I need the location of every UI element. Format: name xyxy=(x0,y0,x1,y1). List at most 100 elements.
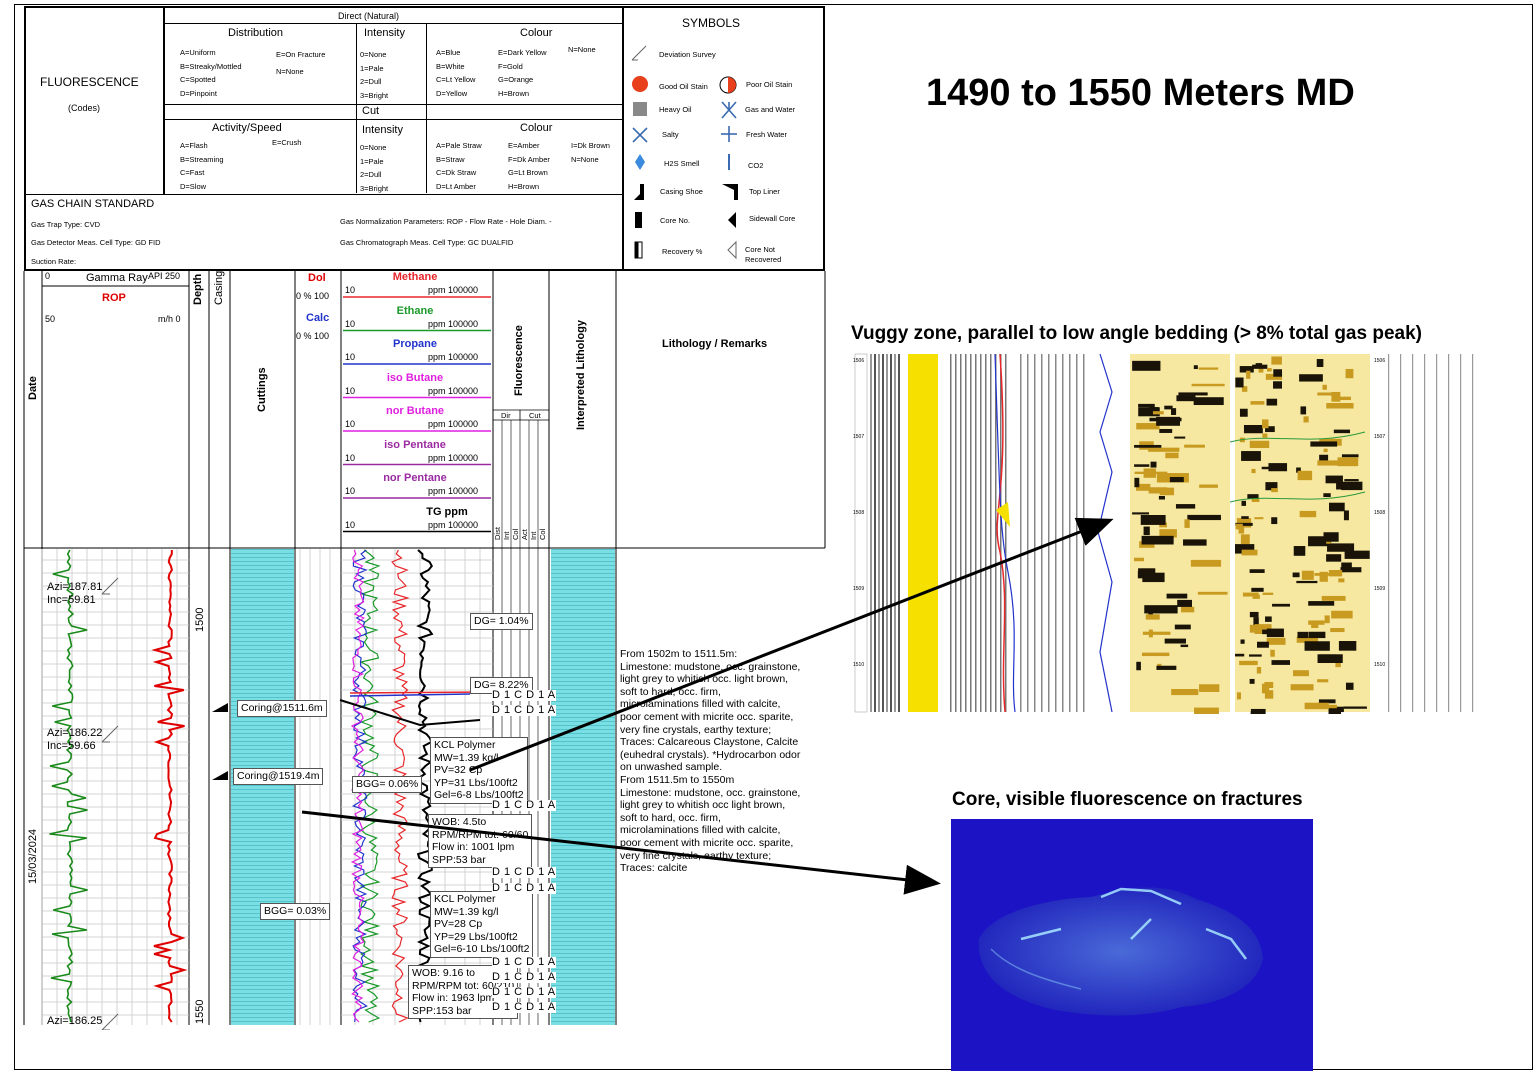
dol-scale: 0 % 100 xyxy=(296,291,330,301)
azi-1: Azi=187.81 xyxy=(47,581,103,593)
top-liner-icon xyxy=(722,184,738,200)
deviation-label: Deviation Survey xyxy=(659,50,716,59)
gas-max-3: ppm 100000 xyxy=(428,385,479,396)
distribution-list: A=Uniform B=Streaky/Mottled C=Spotted D=Pin… xyxy=(180,48,242,98)
poor-oil-label: Poor Oil Stain xyxy=(746,80,793,89)
remark-line-7: Traces: Calcareous Claystone, Calcite xyxy=(620,736,799,749)
dg-2-box: DG= 8.22% xyxy=(470,677,533,694)
gr-min: 0 xyxy=(45,271,51,281)
fl-code-row-2: D 1 C D 1 A xyxy=(492,799,556,811)
salty-icon xyxy=(632,127,648,143)
dg-1-box: DG= 1.04% xyxy=(470,613,533,630)
svg-text:1510: 1510 xyxy=(1374,662,1385,668)
colour-list-2: E=Dark Yellow F=Gold G=Orange H=Brown xyxy=(498,48,547,98)
intensity-list: 0=None 1=Pale 2=Dull 3=Bright xyxy=(360,50,389,100)
gas-max-1: ppm 100000 xyxy=(428,318,479,329)
svg-text:1507: 1507 xyxy=(1374,434,1385,440)
suction-rate: Suction Rate: xyxy=(31,257,77,266)
gas-name-7: TG ppm xyxy=(426,505,468,518)
gas-max-0: ppm 100000 xyxy=(428,285,479,295)
distribution-list-2: E=On Fracture N=None xyxy=(276,50,326,76)
gas-min-1: 10 xyxy=(345,318,356,329)
fresh-water-icon xyxy=(721,126,737,142)
arrow-to-image-log xyxy=(469,517,1114,772)
fl-code-row-0: D 1 C D 1 A xyxy=(492,689,556,701)
casing-shoe-label: Casing Shoe xyxy=(660,187,703,196)
remark-line-13: soft to hard, occ. firm, xyxy=(620,811,721,824)
lithology-remarks: From 1502m to 1511.5m: Limestone: mudston… xyxy=(620,648,820,875)
svg-text:1510: 1510 xyxy=(853,662,864,668)
gas-name-6: nor Pentane xyxy=(383,472,447,484)
colour-heading: Colour xyxy=(520,27,553,39)
svg-text:1506: 1506 xyxy=(1374,358,1385,364)
fl-code-row-5: D 1 C D 1 A xyxy=(492,956,556,968)
cut-colour-list-2: E=Amber F=Dk Amber G=Lt Brown H=Brown xyxy=(508,141,550,191)
fluorescence-title: FLUORESCENCE xyxy=(40,75,139,89)
image-log-caption: Vuggy zone, parallel to low angle beddin… xyxy=(851,323,1422,344)
interp-lithology-limestone xyxy=(551,549,615,1025)
remark-line-4: microlaminations filled with calcite, xyxy=(620,698,781,711)
colour-list-1: A=Blue B=White C=Lt Yellow D=Yellow xyxy=(436,48,476,98)
symbols-heading: SYMBOLS xyxy=(682,16,741,30)
fl-code-row-3: D 1 C D 1 A xyxy=(492,866,556,878)
colour-list-3: N=None xyxy=(568,45,596,54)
gas-min-3: 10 xyxy=(345,385,356,396)
fl-code-row-1: D 1 C D 1 A xyxy=(492,704,556,716)
recovery-icon xyxy=(634,241,643,259)
cut-intensity-list: 0=None 1=Pale 2=Dull 3=Bright xyxy=(360,143,389,193)
remark-line-10: From 1511.5m to 1550m xyxy=(620,773,735,786)
symbols-legend-icons xyxy=(631,45,738,260)
cut-colour-list-3: I=Dk Brown N=None xyxy=(571,141,610,164)
gas-name-5: iso Pentane xyxy=(384,438,446,451)
good-oil-stain-icon xyxy=(632,76,648,92)
fl-code-row-8: D 1 C D 1 A xyxy=(492,1001,556,1013)
gas-chain-heading: GAS CHAIN STANDARD xyxy=(31,198,155,210)
mud-props-2: KCL Polymer MW=1.39 kg/l PV=28 Cp YP=29 Lbs… xyxy=(430,891,534,958)
azi-2: Azi=186.22 xyxy=(47,727,103,739)
remark-line-5: poor cement with micrite occ. sparite, xyxy=(620,710,794,723)
gr-unit: API 250 xyxy=(148,271,181,281)
gas-water-label: Gas and Water xyxy=(745,105,796,114)
gas-name-1: Ethane xyxy=(396,304,434,317)
core-not-recovered-icon xyxy=(727,240,737,260)
intensity-heading: Intensity xyxy=(364,27,405,39)
coring-1-box: Coring@1511.6m xyxy=(237,700,327,717)
gas-min-7: 10 xyxy=(345,519,356,530)
arrow-to-core-photo xyxy=(301,810,941,895)
codes-label: (Codes) xyxy=(68,103,101,113)
core-no-icon xyxy=(635,212,642,228)
gas-min-6: 10 xyxy=(345,486,356,496)
svg-text:1509: 1509 xyxy=(853,586,864,592)
cut-intensity-heading: Intensity xyxy=(362,124,403,136)
gas-max-4: ppm 100000 xyxy=(428,419,479,429)
remark-line-9: on unwashed sample. xyxy=(620,761,723,774)
gas-normalization: Gas Normalization Parameters: ROP - Flow… xyxy=(340,217,552,226)
gas-water-icon xyxy=(721,101,737,119)
gas-name-2: Propane xyxy=(392,338,437,350)
sidewall-core-icon xyxy=(728,212,736,228)
gas-name-3: iso Butane xyxy=(386,371,444,384)
fl-cut: Cut xyxy=(529,411,541,420)
core-photo xyxy=(951,819,1313,1071)
rop-label: ROP xyxy=(102,292,126,304)
remark-line-15: poor cement with micrite occ. sparite, xyxy=(620,836,794,849)
gas-max-6: ppm 100000 xyxy=(428,486,479,496)
inc-1: Inc=59.81 xyxy=(47,594,96,606)
remark-line-12: light grey to whitish occ light brown, xyxy=(620,799,786,812)
gas-max-5: ppm 100000 xyxy=(428,452,479,463)
cut-heading: Cut xyxy=(362,105,380,117)
sidewall-label: Sidewall Core xyxy=(749,214,796,223)
cuttings-limestone xyxy=(231,549,294,1025)
litho-col-header: Lithology / Remarks xyxy=(662,338,768,350)
remark-line-11: Limestone: mudstone, occ. grainstone, xyxy=(620,786,801,799)
inc-2: Inc=59.66 xyxy=(47,740,96,752)
heavy-oil-label: Heavy Oil xyxy=(659,105,692,114)
poor-oil-stain-icon xyxy=(719,76,737,94)
fl-code-row-4: D 1 C D 1 A xyxy=(492,882,556,894)
h2s-label: H2S Smell xyxy=(664,159,700,168)
remark-line-14: microlaminations filled with calcite, xyxy=(620,824,781,837)
svg-text:1507: 1507 xyxy=(853,434,864,440)
co2-label: CO2 xyxy=(748,161,764,170)
dol-label: Dol xyxy=(308,272,326,284)
